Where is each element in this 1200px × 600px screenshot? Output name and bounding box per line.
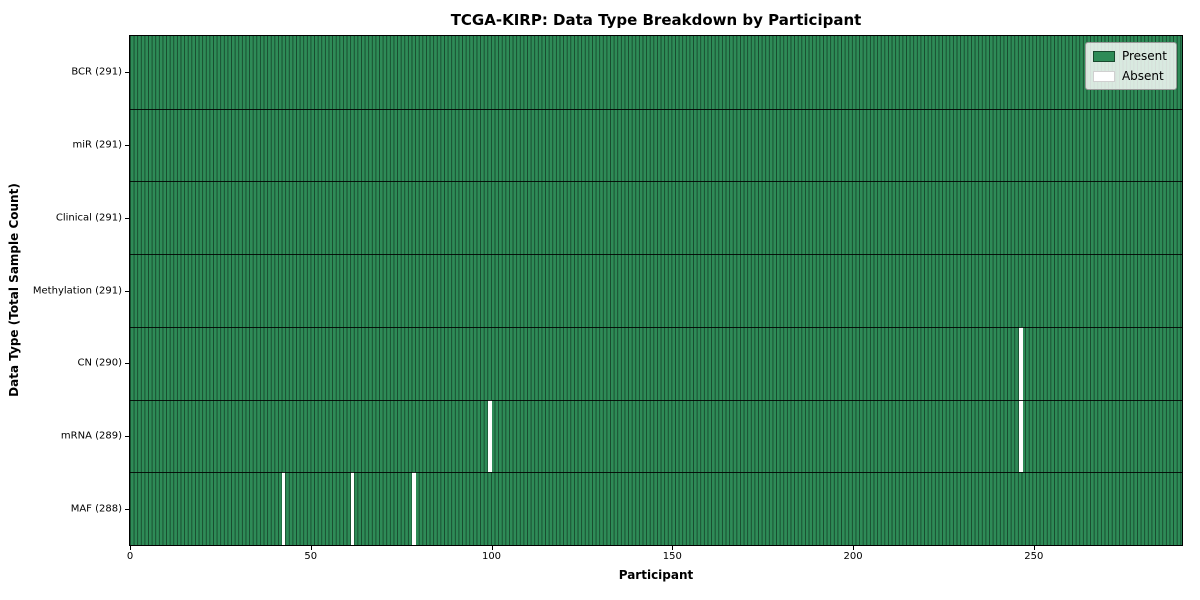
x-tick-mark bbox=[853, 546, 855, 550]
heatmap-row-bcr bbox=[130, 36, 1182, 109]
y-tick-label-maf: MAF (288) bbox=[70, 503, 122, 515]
present-swatch-icon bbox=[1092, 50, 1115, 62]
y-tick-label-mir: miR (291) bbox=[72, 139, 122, 151]
x-tick-label: 150 bbox=[662, 551, 682, 562]
x-tick-mark bbox=[1033, 546, 1035, 550]
legend-label-present: Present bbox=[1121, 49, 1167, 63]
chart-title: TCGA-KIRP: Data Type Breakdown by Partic… bbox=[450, 11, 862, 29]
absent-marker bbox=[411, 472, 416, 545]
y-tick-label-clinical: Clinical (291) bbox=[55, 212, 122, 224]
y-tick-mark bbox=[125, 145, 129, 147]
legend-item-absent: Absent bbox=[1092, 69, 1167, 83]
heatmap-row-maf bbox=[130, 472, 1182, 545]
legend-label-absent: Absent bbox=[1121, 69, 1164, 83]
x-tick-label: 200 bbox=[843, 551, 863, 562]
heatmap-row-cn bbox=[130, 326, 1182, 400]
x-tick-label: 0 bbox=[126, 551, 134, 562]
x-tick-mark bbox=[491, 546, 493, 550]
x-tick-label: 50 bbox=[304, 551, 318, 562]
heatmap-row-clinical bbox=[130, 181, 1182, 255]
plot-area: Present Absent bbox=[129, 35, 1183, 546]
y-tick-label-bcr: BCR (291) bbox=[71, 66, 122, 78]
row-divider bbox=[130, 326, 1182, 328]
y-tick-label-methylation: Methylation (291) bbox=[32, 285, 122, 296]
y-tick-label-cn: CN (290) bbox=[77, 357, 122, 369]
y-tick-mark bbox=[125, 72, 129, 74]
y-tick-mark bbox=[125, 435, 129, 437]
y-tick-mark bbox=[125, 217, 129, 219]
row-divider bbox=[130, 399, 1182, 401]
x-tick-mark bbox=[672, 546, 674, 550]
row-divider bbox=[130, 108, 1182, 110]
y-tick-label-mrna: mRNA (289) bbox=[60, 430, 122, 442]
absent-marker bbox=[281, 472, 286, 545]
row-divider bbox=[130, 181, 1182, 183]
legend-item-present: Present bbox=[1092, 49, 1167, 63]
heatmap-row-mrna bbox=[130, 399, 1182, 473]
row-divider bbox=[130, 254, 1182, 256]
y-tick-mark bbox=[125, 363, 129, 365]
x-tick-label: 100 bbox=[481, 551, 502, 562]
y-tick-mark bbox=[125, 508, 129, 510]
x-tick-label: 250 bbox=[1024, 551, 1044, 562]
legend: Present Absent bbox=[1084, 42, 1177, 90]
x-tick-mark bbox=[130, 546, 131, 550]
absent-marker bbox=[350, 472, 355, 545]
heatmap-row-methylation bbox=[130, 254, 1182, 327]
y-axis-label: Data Type (Total Sample Count) bbox=[7, 183, 21, 397]
heatmap-row-mir bbox=[130, 108, 1182, 182]
absent-marker bbox=[487, 399, 492, 473]
x-axis-label: Participant bbox=[618, 568, 694, 582]
y-tick-mark bbox=[125, 290, 129, 292]
row-divider bbox=[130, 472, 1182, 474]
absent-marker bbox=[1019, 326, 1023, 400]
absent-marker bbox=[1019, 399, 1023, 473]
absent-swatch-icon bbox=[1092, 70, 1115, 82]
x-tick-mark bbox=[310, 546, 312, 550]
